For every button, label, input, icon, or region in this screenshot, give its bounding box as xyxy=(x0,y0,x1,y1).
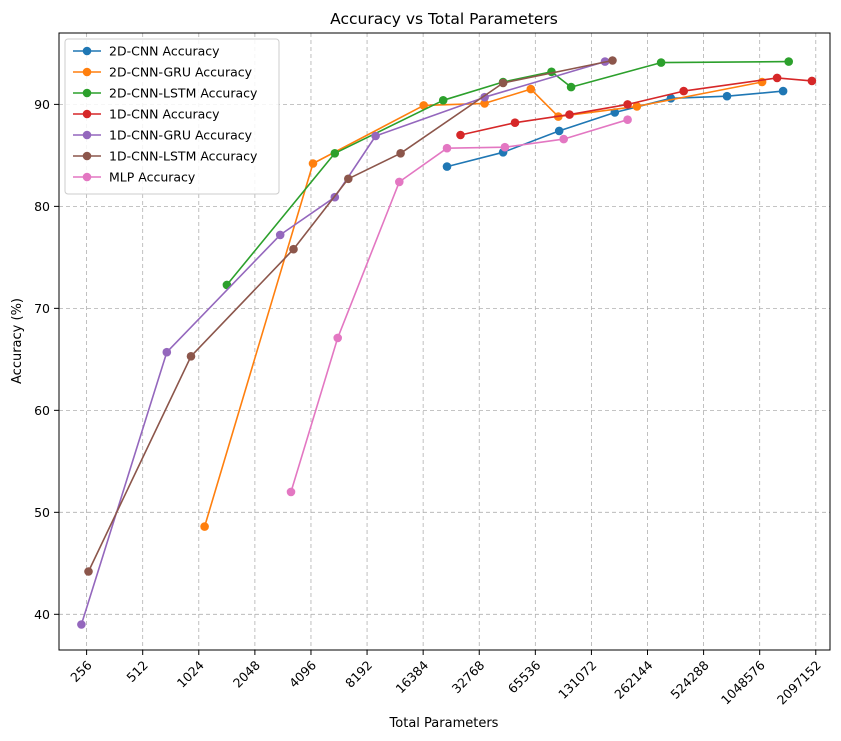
data-point xyxy=(286,487,296,497)
data-point xyxy=(77,620,86,629)
series-1 xyxy=(442,86,788,171)
y-tick-label: 90 xyxy=(34,97,50,112)
x-tick-label: 131072 xyxy=(555,658,599,702)
y-tick-label: 70 xyxy=(34,301,50,316)
data-point xyxy=(456,130,465,140)
x-tick-label: 65536 xyxy=(505,657,544,696)
x-tick-label: 256 xyxy=(67,657,95,685)
x-tick-label: 512 xyxy=(123,658,150,685)
data-point xyxy=(162,347,172,357)
x-tick-label: 8192 xyxy=(342,658,375,691)
legend-label: 1D-CNN Accuracy xyxy=(109,107,220,122)
data-point xyxy=(623,100,632,109)
data-point xyxy=(632,102,642,111)
data-point xyxy=(442,143,452,153)
y-tick-label: 60 xyxy=(34,403,50,418)
series-line xyxy=(203,81,763,527)
data-point xyxy=(308,159,318,168)
x-tick-label: 2097152 xyxy=(774,658,824,708)
legend-swatch-marker xyxy=(82,151,92,161)
data-point xyxy=(778,86,788,96)
data-point xyxy=(784,57,793,66)
x-tick-label: 2048 xyxy=(230,657,263,690)
series-line xyxy=(290,118,628,493)
series-6 xyxy=(84,56,617,576)
legend-label: 2D-CNN Accuracy xyxy=(109,44,220,59)
data-point xyxy=(419,101,429,110)
data-point xyxy=(275,230,285,240)
x-tick-label: 16384 xyxy=(393,657,432,696)
legend-item: 1D-CNN-GRU Accuracy xyxy=(73,128,253,143)
legend-item: 2D-CNN Accuracy xyxy=(73,44,220,59)
data-point xyxy=(500,142,510,152)
data-point xyxy=(679,86,688,96)
data-point xyxy=(722,91,732,101)
legend-item: MLP Accuracy xyxy=(73,170,196,185)
data-point xyxy=(566,82,576,92)
data-point xyxy=(623,115,632,124)
data-point xyxy=(395,177,404,187)
x-tick-label: 262144 xyxy=(611,657,655,701)
legend-label: 2D-CNN-LSTM Accuracy xyxy=(109,86,258,101)
series-line xyxy=(446,90,784,168)
legend-label: 2D-CNN-GRU Accuracy xyxy=(109,65,253,80)
x-tick-label: 1048576 xyxy=(718,657,768,707)
data-point xyxy=(186,352,196,361)
data-point xyxy=(442,162,452,171)
legend-label: 1D-CNN-GRU Accuracy xyxy=(109,128,253,143)
data-point xyxy=(498,78,508,88)
legend-label: 1D-CNN-LSTM Accuracy xyxy=(109,149,258,164)
legend-item: 1D-CNN-LSTM Accuracy xyxy=(73,149,258,164)
legend: 2D-CNN Accuracy 2D-CNN-GRU Accuracy 2D-CNN… xyxy=(64,38,280,195)
data-point xyxy=(396,149,405,158)
series-line xyxy=(226,60,789,286)
data-point xyxy=(807,76,817,86)
data-point xyxy=(608,56,617,65)
data-point xyxy=(438,96,448,105)
y-axis-label: Accuracy (%) xyxy=(10,298,25,384)
data-point xyxy=(371,131,380,141)
series-2 xyxy=(200,77,767,531)
legend-label: MLP Accuracy xyxy=(109,170,196,185)
legend-item: 2D-CNN-GRU Accuracy xyxy=(73,65,253,80)
y-tick-label: 40 xyxy=(34,607,50,622)
legend-swatch-marker xyxy=(82,109,92,119)
plot-area-frame xyxy=(58,32,831,651)
data-point xyxy=(565,110,574,119)
data-point xyxy=(330,149,340,158)
legend-swatch-marker xyxy=(82,88,92,98)
data-point xyxy=(526,84,536,94)
legend-swatch-marker xyxy=(82,67,92,77)
series-layer xyxy=(77,56,817,629)
data-point xyxy=(289,244,298,254)
data-point xyxy=(772,73,782,83)
legend-item: 2D-CNN-LSTM Accuracy xyxy=(73,86,258,101)
chart-title: Accuracy vs Total Parameters xyxy=(330,10,558,28)
x-axis-label: Total Parameters xyxy=(389,716,499,731)
data-point xyxy=(200,522,209,531)
y-tick-label: 50 xyxy=(34,505,50,520)
data-point xyxy=(510,118,520,127)
series-7 xyxy=(286,115,632,497)
legend-swatch-marker xyxy=(82,172,92,182)
x-tick-label: 1024 xyxy=(174,657,207,690)
legend-box xyxy=(64,38,280,195)
x-tick-label: 524288 xyxy=(667,657,711,701)
series-4 xyxy=(456,73,817,140)
x-tick-label: 4096 xyxy=(286,657,319,690)
x-tick-label: 32768 xyxy=(449,657,488,696)
data-point xyxy=(344,174,353,184)
y-tick-label: 80 xyxy=(34,199,50,214)
data-point xyxy=(84,567,93,576)
legend-swatch-marker xyxy=(82,46,92,56)
legend-item: 1D-CNN Accuracy xyxy=(73,107,220,122)
data-point xyxy=(554,126,564,136)
data-point xyxy=(656,58,666,67)
data-point xyxy=(480,99,489,108)
legend-swatch-marker xyxy=(82,130,92,140)
data-point xyxy=(333,333,343,343)
data-point xyxy=(559,134,568,144)
